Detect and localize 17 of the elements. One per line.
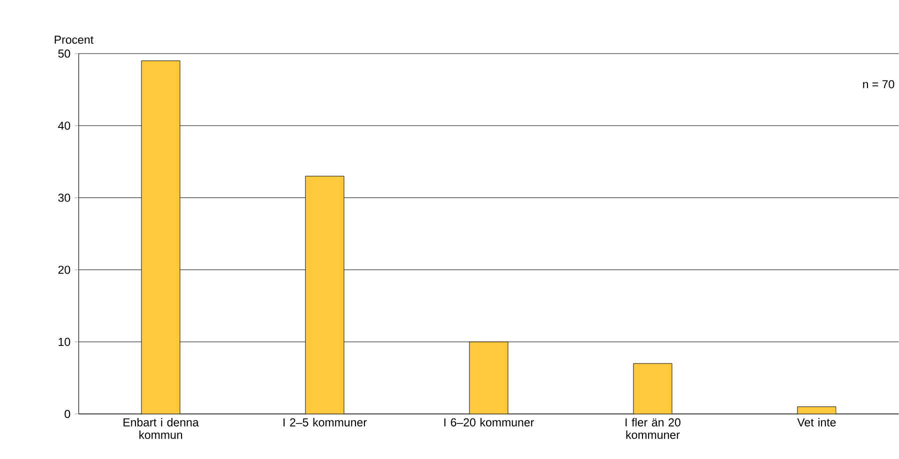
y-tick-label: 50 (58, 50, 70, 58)
x-tick-label: Enbart i denna kommun (124, 418, 199, 440)
bar (469, 342, 508, 414)
x-tick-label: Vet inte (797, 418, 836, 427)
x-tick-label: I fler än 20 kommuner (626, 418, 680, 440)
bar (305, 176, 344, 414)
y-tick-label: 40 (58, 122, 70, 130)
y-tick-label: 10 (58, 338, 70, 346)
y-axis-title: Procent (54, 36, 94, 44)
bar (141, 60, 180, 414)
annotation: n = 70 (863, 80, 894, 88)
y-tick-label: 20 (58, 266, 70, 274)
y-tick-label: 30 (58, 194, 70, 202)
x-tick-label: I 2–5 kommuner (284, 418, 367, 427)
y-tick-label: 0 (64, 410, 70, 418)
x-tick-label: I 6–20 kommuner (444, 418, 534, 427)
bar (633, 363, 672, 414)
